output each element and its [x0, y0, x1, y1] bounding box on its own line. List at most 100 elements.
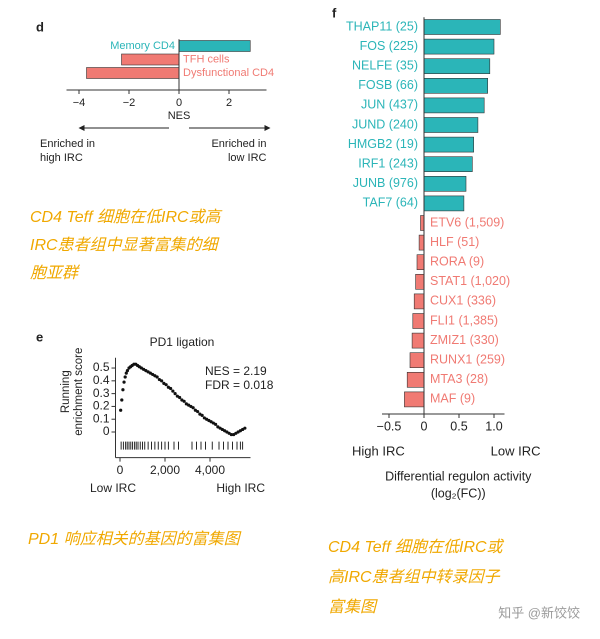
x-tick-label: −0.5 — [377, 419, 402, 433]
bar-label: JUN (437) — [361, 98, 418, 112]
x-axis-label: Differential regulon activity — [385, 469, 532, 483]
point — [121, 388, 125, 392]
caption: CD4 Teff 细胞在低IRC或 — [328, 538, 505, 556]
note: Enriched in — [211, 138, 266, 150]
x-tick-label: 2 — [226, 97, 232, 109]
x-tick-label: 4,000 — [195, 463, 225, 477]
x-tick-label: 0 — [176, 97, 182, 109]
bar-label: ZMIZ1 (330) — [430, 333, 499, 347]
bar-label: TFH cells — [183, 53, 230, 65]
caption: 胞亚群 — [30, 264, 81, 282]
note: high IRC — [40, 152, 83, 164]
bar-label: JUND (240) — [352, 117, 418, 131]
bar-label: STAT1 (1,020) — [430, 274, 510, 288]
point — [123, 375, 127, 379]
end-label: High IRC — [352, 443, 405, 458]
point — [173, 392, 177, 396]
x-tick-label: 2,000 — [150, 463, 180, 477]
bar-label: HLF (51) — [430, 235, 479, 249]
bar-label: RUNX1 (259) — [430, 352, 505, 366]
point — [125, 368, 130, 373]
point — [196, 409, 200, 414]
annotation: FDR = 0.018 — [205, 378, 274, 392]
bar — [415, 273, 425, 290]
point — [160, 379, 164, 383]
bar-label: MAF (9) — [430, 392, 475, 406]
bar-label: FOSB (66) — [358, 78, 418, 92]
bar — [423, 136, 475, 153]
bar — [423, 97, 485, 114]
point — [229, 432, 233, 437]
point — [191, 406, 195, 410]
y-tick-label: 0.5 — [93, 360, 110, 374]
bar-label: NELFE (35) — [352, 58, 418, 72]
point — [124, 371, 128, 375]
caption: IRC患者组中显著富集的细 — [30, 236, 221, 254]
bar — [423, 58, 491, 75]
point — [200, 413, 204, 417]
y-tick-label: 0.1 — [93, 411, 110, 425]
bar — [413, 293, 425, 310]
bar-label: FOS (225) — [360, 39, 418, 53]
x-axis-label: NES — [168, 110, 191, 122]
bar — [86, 67, 180, 79]
point — [120, 398, 124, 402]
point — [155, 375, 159, 379]
caption: 高IRC患者组中转录因子 — [328, 568, 501, 586]
bar-label: RORA (9) — [430, 254, 484, 268]
panel-letter: e — [36, 329, 43, 344]
note: low IRC — [228, 152, 267, 164]
bar — [423, 117, 479, 133]
point — [182, 399, 186, 403]
bar — [423, 38, 495, 55]
chart-title: PD1 ligation — [150, 335, 215, 349]
x-axis-label: (log₂(FC)) — [431, 486, 486, 500]
x-tick-label: 0 — [421, 419, 428, 433]
bar — [404, 391, 425, 408]
bar — [423, 176, 467, 192]
arrow-head — [78, 125, 85, 131]
point — [178, 395, 182, 400]
arrow-head — [264, 125, 271, 131]
bar-label: ETV6 (1,509) — [430, 215, 504, 229]
panel-letter: d — [36, 19, 44, 34]
caption: CD4 Teff 细胞在低IRC或高 — [30, 208, 223, 226]
bar — [409, 352, 425, 369]
panel-letter: f — [332, 5, 337, 20]
bar — [420, 215, 425, 231]
point — [171, 389, 175, 393]
point — [169, 386, 173, 391]
bar-label: IRF1 (243) — [358, 156, 418, 170]
point — [164, 383, 168, 387]
y-axis-label: enrichment score — [73, 348, 85, 436]
note: Enriched in — [40, 138, 95, 150]
bar-label: Dysfunctional CD4 — [183, 67, 274, 79]
bar-label: MTA3 (28) — [430, 372, 488, 386]
caption: PD1 响应相关的基因的富集图 — [28, 530, 242, 548]
bar-label: TAF7 (64) — [363, 196, 418, 210]
caption: 富集图 — [328, 598, 378, 616]
bar — [406, 371, 425, 388]
x-tick-label: −2 — [123, 97, 136, 109]
x-tick-label: −4 — [73, 97, 86, 109]
point — [119, 408, 123, 412]
end-label: Low IRC — [90, 481, 136, 495]
x-tick-label: 0.5 — [450, 419, 467, 433]
end-label: Low IRC — [491, 443, 541, 458]
bar-label: CUX1 (336) — [430, 294, 496, 308]
point — [243, 426, 247, 430]
point — [122, 380, 126, 384]
bar — [121, 53, 180, 66]
bar — [423, 156, 473, 172]
y-axis-label: Running — [60, 370, 72, 413]
bar — [423, 19, 501, 35]
watermark: 知乎 @新饺饺 — [498, 605, 580, 620]
annotation: NES = 2.19 — [205, 364, 267, 378]
x-tick-label: 1.0 — [485, 419, 502, 433]
y-tick-label: 0.3 — [93, 386, 110, 400]
end-label: High IRC — [216, 481, 265, 495]
y-tick-label: 0.4 — [93, 373, 110, 387]
bar — [178, 40, 251, 52]
bar-label: HMGB2 (19) — [348, 137, 418, 151]
